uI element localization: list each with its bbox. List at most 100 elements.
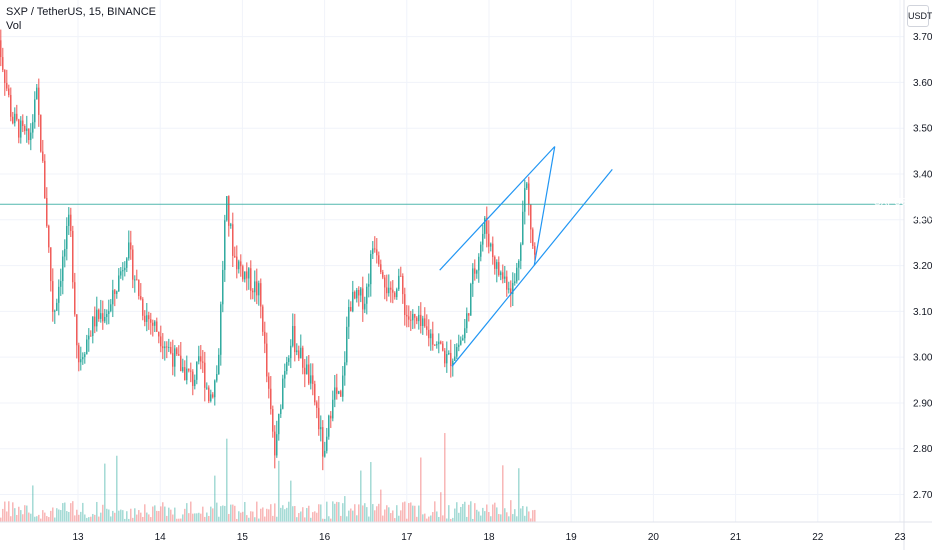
candle-body [178,354,180,356]
trendline[interactable] [533,146,556,266]
volume-bar [222,505,224,522]
candle-body [506,276,508,290]
volume-bar [280,507,282,522]
volume-bar [92,513,94,522]
volume-bar [192,513,194,522]
volume-bar [392,510,394,522]
candle-body [116,291,118,294]
candle-body [452,360,454,366]
candle-body [114,290,116,294]
volume-bar [464,501,466,522]
volume-bar [196,513,198,522]
volume-bar [498,514,500,522]
volume-bar [240,512,242,522]
volume-bar [318,504,320,522]
volume-bar [410,502,412,522]
volume-bar [488,512,490,522]
volume-bar [478,511,480,522]
candle-body [152,322,154,326]
volume-bar [168,507,170,522]
volume-bar [358,504,360,522]
volume-bar [294,505,296,522]
candle-body [248,268,250,279]
candle-body [270,388,272,410]
volume-bar [394,518,396,522]
candle-body [22,120,24,127]
candle-body [220,304,222,355]
volume-bar [412,505,414,522]
volume-bar [152,506,154,522]
candle-body [396,289,398,298]
candle-body [162,346,164,349]
candle-body [438,341,440,345]
currency-button[interactable]: USDT [907,5,932,27]
volume-bar [28,512,30,522]
candle-body [60,281,62,287]
volume-bar [374,510,376,522]
volume-bar [524,515,526,522]
candle-body [446,354,448,364]
volume-bar [326,501,328,522]
volume-bar [128,518,130,522]
x-axis[interactable]: 13 14 15 16 17 18 19 20 21 22 23 [0,521,932,543]
volume-bar [276,516,278,522]
volume-bar [134,508,136,522]
candle-body [524,188,526,212]
volume-bar [396,505,398,522]
candle-body [336,387,338,394]
candle-body [124,267,126,271]
volume-bar [154,505,156,522]
candle-body [148,315,150,320]
grid-lines [0,0,904,522]
volume-bar [90,516,92,522]
candle-body [246,271,248,279]
candle-body [76,314,78,346]
candle-body [6,82,8,89]
candle-body [214,380,216,398]
volume-bar [244,501,246,522]
candle-body [416,317,418,322]
volume-bar [218,516,220,522]
candle-body [294,325,296,353]
y-axis[interactable]: 3.700 3.600 3.500 3.400 3.300 3.200 3.100 3.000… [903,0,932,550]
candle-body [530,204,532,230]
volume-bar [54,517,56,522]
candle-body [122,270,124,272]
candle-body [448,352,450,355]
candle-body [384,277,386,288]
candle-body [326,436,328,451]
candle-body [30,132,32,141]
volume-bar [66,511,68,522]
candle-body [456,346,458,357]
volume-bar [336,501,338,522]
candle-body [208,387,210,402]
candle-body [98,309,100,319]
volume-bar [522,505,524,522]
symbol-title[interactable]: SXP / TetherUS, 15, BINANCE [6,6,156,18]
channel-drawings[interactable] [439,146,613,367]
candle-body [136,279,138,281]
volume-bar [108,509,110,522]
candle-body [312,375,314,384]
x-tick-label: 16 [319,532,331,543]
y-tick-label: 3.400 [913,170,932,181]
volume-bar [486,504,488,522]
volume-bar [220,506,222,522]
y-tick-label: 3.000 [913,353,932,364]
trendline[interactable] [439,146,556,271]
trendline[interactable] [451,169,613,367]
candle-body [500,272,502,276]
volume-bar [400,510,402,522]
volume-bar [228,513,230,522]
volume-bar [452,517,454,522]
candle-body [464,328,466,339]
volume-bar [460,506,462,522]
volume-bar [470,501,472,522]
volume-bar [346,516,348,522]
candle-body [392,289,394,293]
candle-body [434,344,436,346]
indicator-label[interactable]: Vol [6,20,22,32]
candle-body [226,196,228,221]
